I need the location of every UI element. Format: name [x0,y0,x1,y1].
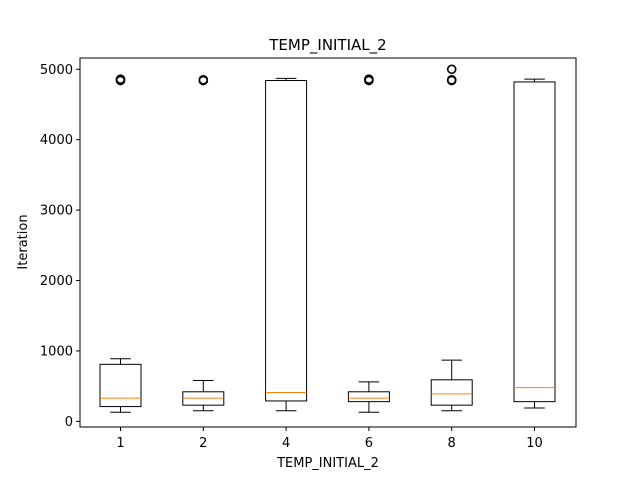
box-group-2 [182,75,225,412]
iqr-box [347,391,390,403]
iqr-box [513,81,556,403]
y-tick-label: 5000 [40,63,73,78]
y-tick-label: 0 [65,415,73,430]
flier-point [446,64,457,75]
iqr-box [430,379,473,406]
flier-point [446,75,457,85]
x-axis: 1 2 4 6 8 10 [116,427,543,451]
flier-point [198,75,209,85]
axes-frame [79,57,577,428]
iqr-box [265,80,308,402]
y-tick-label: 2000 [40,274,73,289]
flier-point [364,74,374,84]
box-group-8 [430,64,473,412]
y-axis-label: Iteration [16,214,31,269]
box-group-10 [513,78,556,409]
x-tick-label: 6 [365,436,373,451]
chart-title: TEMP_INITIAL_2 [268,36,386,55]
y-tick-label: 4000 [40,133,73,148]
flier-point [115,74,126,84]
x-tick-label: 2 [199,436,207,451]
x-tick-label: 10 [526,436,543,451]
y-tick-label: 3000 [40,204,73,219]
box-group-6 [347,74,390,413]
box-group-1 [99,74,142,413]
x-tick-label: 1 [116,436,124,451]
x-axis-label: TEMP_INITIAL_2 [276,456,379,471]
y-tick-label: 1000 [40,344,73,359]
x-tick-label: 8 [448,436,456,451]
box-group-4 [265,77,308,412]
iqr-box [99,363,142,408]
plot-area [99,64,556,413]
x-tick-label: 4 [282,436,290,451]
y-axis: 0 1000 2000 3000 4000 5000 [40,63,80,430]
